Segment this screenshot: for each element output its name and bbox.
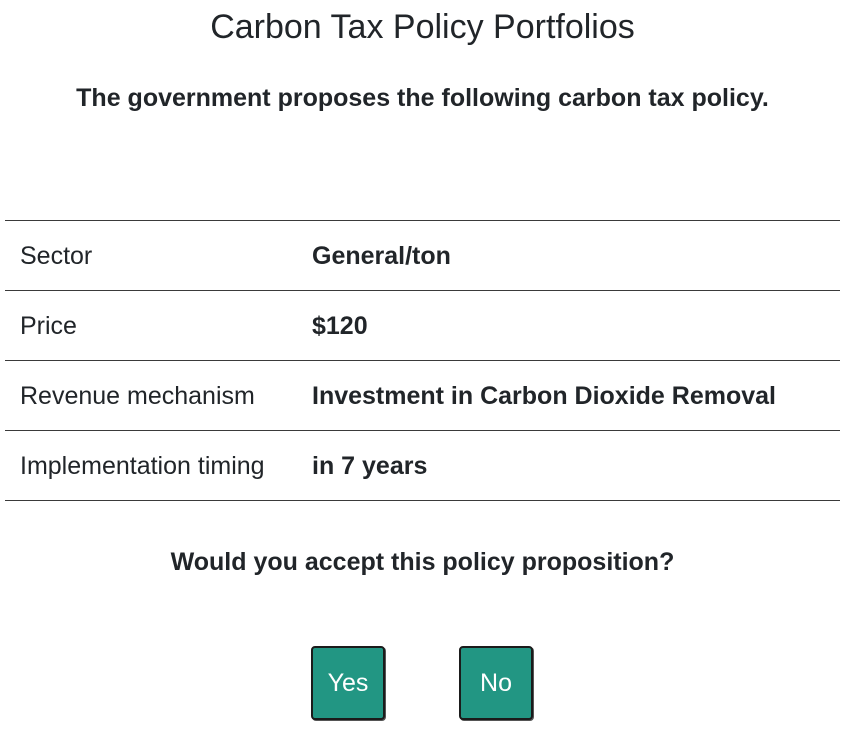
page-subtitle: The government proposes the following ca… [76, 84, 769, 112]
table-row-implementation-timing: Implementation timing in 7 years [5, 430, 840, 501]
row-value: $120 [312, 311, 368, 340]
row-label: Implementation timing [20, 451, 265, 480]
yes-button[interactable]: Yes [311, 646, 385, 720]
row-value: in 7 years [312, 451, 428, 480]
row-label: Revenue mechanism [20, 381, 255, 410]
table-row-sector: Sector General/ton [5, 220, 840, 291]
page-title: Carbon Tax Policy Portfolios [210, 8, 635, 46]
no-button[interactable]: No [459, 646, 533, 720]
row-value: General/ton [312, 241, 451, 270]
question-text: Would you accept this policy proposition… [170, 548, 675, 576]
row-label: Sector [20, 241, 93, 270]
table-row-price: Price $120 [5, 290, 840, 361]
row-value: Investment in Carbon Dioxide Removal [312, 381, 776, 410]
table-row-revenue-mechanism: Revenue mechanism Investment in Carbon D… [5, 360, 840, 431]
policy-table: Sector General/ton Price $120 Revenue me… [5, 220, 840, 501]
row-label: Price [20, 311, 77, 340]
